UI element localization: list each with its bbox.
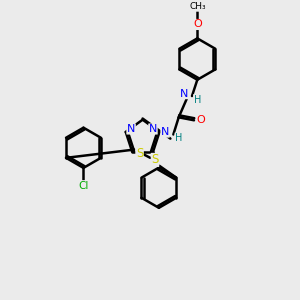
Text: S: S (151, 153, 159, 167)
Text: N: N (179, 89, 188, 99)
Text: H: H (194, 94, 201, 105)
Text: N: N (127, 124, 135, 134)
Text: Cl: Cl (78, 181, 88, 190)
Text: S: S (136, 147, 143, 160)
Text: N: N (161, 127, 169, 137)
Text: N: N (149, 124, 157, 134)
Text: O: O (193, 20, 202, 29)
Text: O: O (196, 115, 205, 125)
Text: H: H (175, 133, 182, 143)
Text: CH₃: CH₃ (189, 2, 206, 11)
